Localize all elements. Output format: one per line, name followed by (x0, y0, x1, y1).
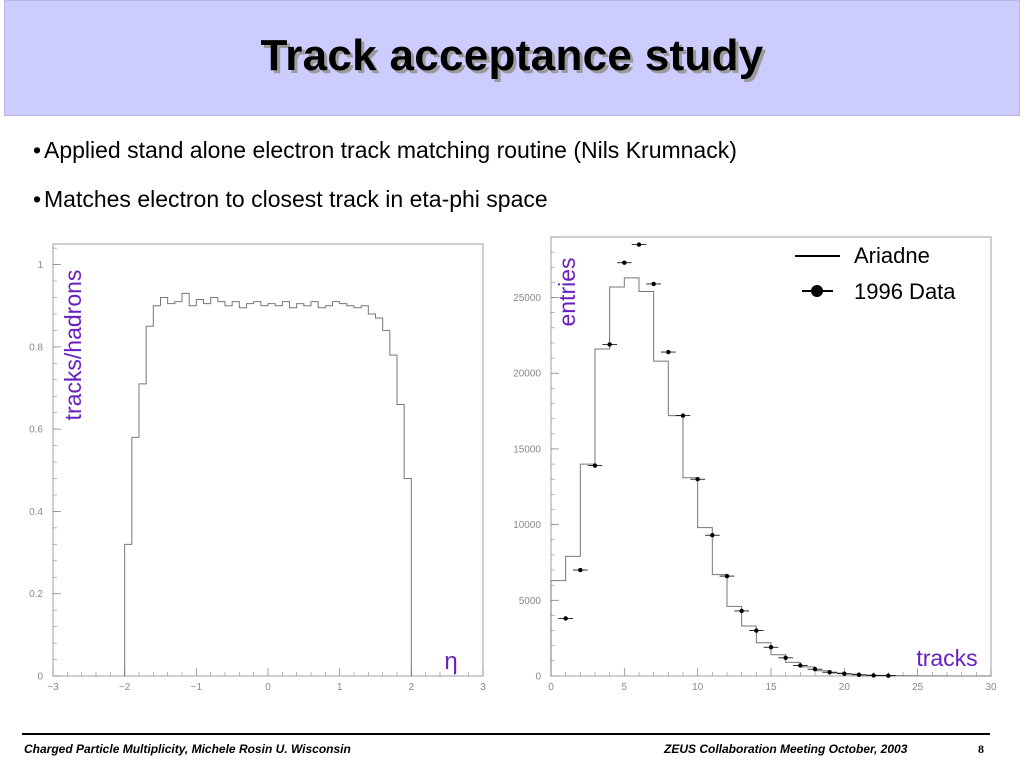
y-tick-label: 0.6 (29, 425, 43, 436)
data-point (886, 673, 891, 678)
legend: Ariadne 1996 Data (795, 243, 956, 304)
bullet-item: • Applied stand alone electron track matc… (30, 137, 737, 164)
bullet-item: • Matches electron to closest track in et… (30, 186, 548, 213)
x-tick-label: 10 (692, 682, 704, 693)
data-point (871, 673, 876, 678)
data-point (651, 281, 656, 287)
plot-frame (52, 243, 484, 677)
data-point (812, 666, 818, 672)
data-point (592, 463, 598, 468)
x-tick-label: 15 (765, 682, 777, 693)
x-tick-label: 0 (265, 682, 271, 693)
x-tick-label: 1 (337, 682, 343, 693)
bullet-text: Applied stand alone electron track match… (44, 137, 737, 163)
x-tick-label: −1 (191, 682, 203, 693)
y-tick-label: 25000 (513, 293, 541, 304)
bullet-glyph: • (32, 137, 42, 163)
x-tick-label: −2 (119, 682, 131, 693)
footer-left: Charged Particle Multiplicity, Michele R… (24, 742, 351, 756)
title-bar: Track acceptance study (4, 0, 1020, 116)
data-point (710, 533, 715, 538)
y-tick-label: 10000 (513, 520, 541, 531)
data-point (798, 663, 803, 668)
data-point (856, 672, 862, 677)
bullet-text: Matches electron to closest track in eta… (44, 186, 548, 212)
histogram-line (550, 277, 992, 677)
x-axis-label: η (444, 648, 457, 675)
x-tick-label: 20 (839, 682, 851, 693)
data-point (842, 671, 847, 676)
data-point (827, 670, 832, 675)
data-point (680, 413, 686, 418)
y-tick-label: 1 (37, 260, 43, 271)
data-point (622, 260, 627, 265)
y-tick-label: 0.2 (29, 589, 43, 600)
y-axis-label: tracks/hadrons (60, 270, 86, 421)
acceptance-chart: −3 −2 −1 0 1 2 3 0 0.2 0.4 0.6 0.8 1 tracks/hadrons η (29, 243, 486, 693)
x-tick-label: 2 (409, 682, 415, 693)
y-tick-label: 5000 (519, 596, 542, 607)
data-point (739, 608, 744, 614)
slide-title: Track acceptance study (260, 31, 764, 80)
legend-label-ariadne: Ariadne (854, 243, 930, 268)
y-tick-label: 0.4 (29, 507, 43, 518)
y-tick-label: 15000 (513, 444, 541, 455)
x-tick-label: 30 (985, 682, 997, 693)
y-tick-label: 0.8 (29, 342, 43, 353)
x-axis-label: tracks (916, 645, 977, 671)
histogram-line (124, 292, 412, 676)
data-point (563, 616, 568, 621)
data-point (636, 242, 642, 247)
legend-marker-data (811, 285, 823, 297)
x-tick-label: 3 (480, 682, 486, 693)
slide-number: 8 (978, 742, 984, 756)
footer-rule (22, 733, 990, 735)
y-tick-label: 20000 (513, 369, 541, 380)
data-point (754, 628, 759, 633)
x-tick-label: 5 (622, 682, 628, 693)
data-point (578, 567, 583, 573)
y-tick-label: 0 (535, 672, 541, 683)
footer-right: ZEUS Collaboration Meeting October, 2003 (664, 742, 908, 756)
y-axis-label: entries (554, 257, 580, 326)
track-multiplicity-chart: 0 5 10 15 20 25 30 0 5000 10000 15000 20000 25000 ent… (513, 236, 997, 693)
y-tick-label: 0 (37, 672, 43, 683)
data-point (768, 645, 774, 650)
legend-label-data: 1996 Data (854, 279, 956, 304)
x-tick-label: 25 (912, 682, 924, 693)
data-point (783, 655, 788, 661)
data-point (724, 573, 730, 579)
bullet-glyph: • (32, 186, 42, 212)
x-tick-label: 0 (548, 682, 554, 693)
data-point (607, 342, 612, 347)
x-tick-label: −3 (47, 682, 59, 693)
data-point (666, 349, 671, 355)
data-point (695, 477, 700, 482)
